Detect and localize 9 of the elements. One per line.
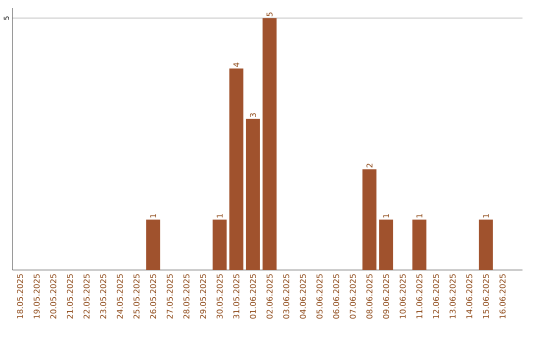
bar xyxy=(212,220,227,270)
bar xyxy=(362,169,376,270)
bar xyxy=(262,18,277,270)
bar xyxy=(379,220,394,270)
bar xyxy=(229,68,244,270)
bar xyxy=(478,220,493,270)
bar xyxy=(412,220,426,270)
bar xyxy=(146,220,160,270)
bar xyxy=(246,118,260,270)
